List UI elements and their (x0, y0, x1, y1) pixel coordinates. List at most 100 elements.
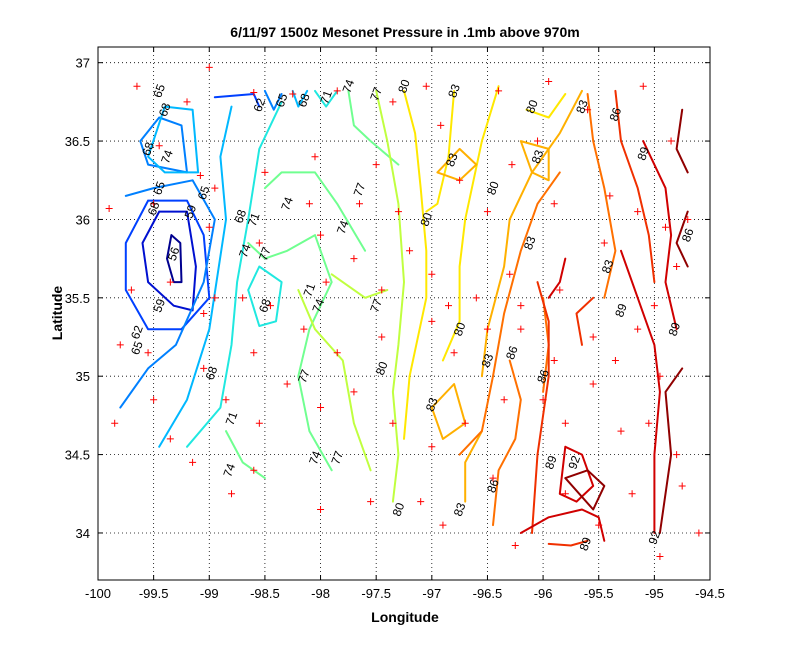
station-marker (305, 200, 313, 208)
contour-label: 80 (417, 210, 435, 228)
contour-label: 62 (128, 323, 146, 341)
contour-label: 86 (534, 367, 552, 385)
contour-line-92 (642, 140, 678, 331)
chart-title: 6/11/97 1500z Mesonet Pressure in .1mb a… (230, 24, 579, 40)
contour-label: 83 (529, 148, 547, 166)
station-marker (378, 286, 386, 294)
contour-label: 77 (351, 181, 369, 199)
station-marker (289, 90, 297, 98)
station-marker (205, 63, 213, 71)
station-marker (422, 82, 430, 90)
station-marker (534, 137, 542, 145)
station-marker (589, 380, 597, 388)
station-marker (673, 451, 681, 459)
station-marker (250, 88, 258, 96)
contour-label: 71 (223, 410, 241, 428)
contour-label: 74 (306, 449, 324, 467)
y-tick-label: 36.5 (65, 134, 90, 149)
y-tick-label: 37 (76, 56, 90, 71)
contour-lines (119, 85, 689, 547)
contour-label: 68 (256, 297, 274, 315)
contour-label: 74 (158, 148, 176, 166)
station-marker (266, 302, 274, 310)
contour-line-65 (263, 89, 283, 111)
station-marker (183, 98, 191, 106)
contour-line-92 (558, 445, 595, 503)
contour-label: 59 (150, 297, 168, 315)
station-marker (561, 490, 569, 498)
contour-label: 65 (128, 339, 146, 357)
station-marker (166, 278, 174, 286)
station-marker (389, 98, 397, 106)
x-tick-label: -100 (85, 586, 111, 601)
contour-label: 65 (273, 91, 291, 109)
axes-frame (97, 46, 711, 581)
x-tick-label: -99.5 (139, 586, 169, 601)
contour-line-77 (297, 289, 372, 472)
x-tick-label: -95.5 (584, 586, 614, 601)
contour-label: 83 (451, 500, 469, 518)
station-marker (483, 208, 491, 216)
contour-line-89 (531, 281, 550, 534)
y-axis-label: Latitude (49, 286, 65, 341)
contour-label: 89 (542, 453, 560, 471)
station-marker (589, 333, 597, 341)
station-marker (311, 153, 319, 161)
contour-label: 74 (220, 461, 238, 479)
station-marker (205, 223, 213, 231)
contour-label: 65 (150, 82, 168, 100)
station-marker (127, 286, 135, 294)
contour-line-71 (186, 100, 283, 448)
x-tick-label: -98.5 (250, 586, 280, 601)
station-marker (166, 435, 174, 443)
x-tick-label: -94.5 (695, 586, 725, 601)
station-marker (196, 172, 204, 180)
station-marker (556, 286, 564, 294)
station-marker (428, 443, 436, 451)
station-marker (437, 121, 445, 129)
station-marker (628, 490, 636, 498)
station-marker (539, 396, 547, 404)
contour-label: 74 (236, 242, 254, 260)
contour-label: 68 (203, 364, 221, 382)
contour-label: 80 (451, 320, 469, 338)
contour-label: 77 (295, 367, 313, 385)
station-marker (350, 388, 358, 396)
contour-line-95 (675, 210, 689, 268)
station-marker (428, 270, 436, 278)
contour-line-89 (614, 89, 656, 284)
station-marker (456, 176, 464, 184)
x-tick-label: -97.5 (361, 586, 391, 601)
contour-line-68 (158, 105, 233, 448)
contour-line-89 (547, 539, 589, 547)
contour-label: 86 (607, 105, 625, 123)
station-marker (450, 349, 458, 357)
contour-line-92 (620, 249, 661, 534)
contour-line-80 (403, 89, 428, 440)
contour-line-86 (492, 359, 522, 527)
station-marker (394, 208, 402, 216)
station-marker (333, 349, 341, 357)
station-marker (550, 357, 558, 365)
station-marker (645, 419, 653, 427)
station-marker (200, 310, 208, 317)
station-marker (150, 396, 158, 404)
contour-line-92 (547, 257, 567, 299)
station-marker (617, 427, 625, 435)
station-marker (211, 294, 219, 302)
station-marker (500, 396, 508, 404)
contour-line-68 (147, 105, 200, 174)
station-marker (428, 317, 436, 325)
station-marker (189, 458, 197, 466)
x-tick-label: -98 (311, 586, 330, 601)
contour-line-62 (124, 199, 211, 331)
contour-label: 83 (521, 234, 539, 252)
contour-label: 83 (599, 258, 617, 276)
contour-label: 56 (165, 245, 183, 263)
station-marker (255, 239, 263, 247)
station-marker (517, 302, 525, 310)
x-tick-label: -95 (645, 586, 664, 601)
contour-label: 71 (301, 281, 319, 299)
station-marker (611, 357, 619, 365)
